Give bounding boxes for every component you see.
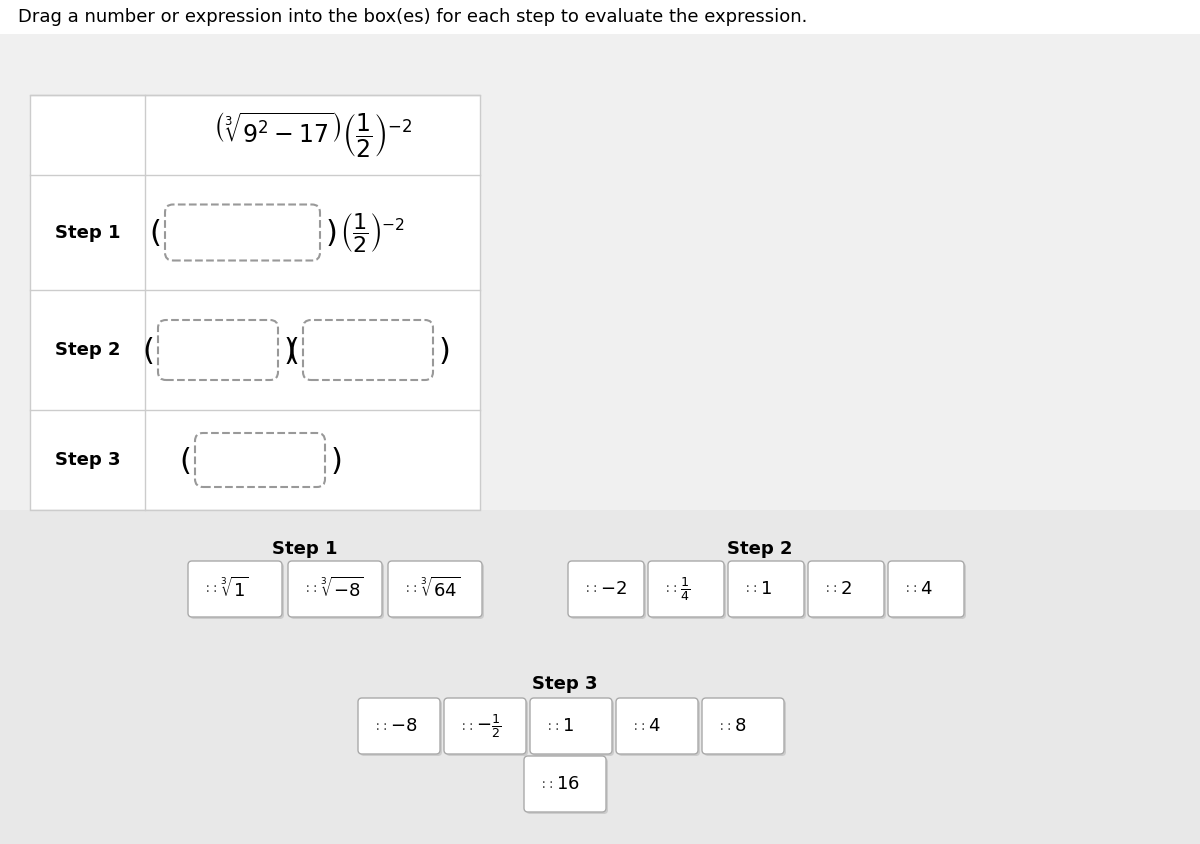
FancyBboxPatch shape xyxy=(288,561,382,617)
FancyBboxPatch shape xyxy=(188,561,282,617)
Text: $\left(\sqrt[3]{9^2 - 17}\right)\left(\dfrac{1}{2}\right)^{-2}$: $\left(\sqrt[3]{9^2 - 17}\right)\left(\d… xyxy=(212,111,413,160)
FancyBboxPatch shape xyxy=(728,561,804,617)
FancyBboxPatch shape xyxy=(0,0,1200,34)
FancyBboxPatch shape xyxy=(888,561,964,617)
Text: $-\frac{1}{2}$: $-\frac{1}{2}$ xyxy=(476,712,502,740)
Text: $)$: $)$ xyxy=(330,445,341,475)
Text: $($: $($ xyxy=(149,217,160,248)
FancyBboxPatch shape xyxy=(808,561,884,617)
Text: $\frac{1}{4}$: $\frac{1}{4}$ xyxy=(680,575,690,603)
Text: $($: $($ xyxy=(142,334,154,365)
FancyBboxPatch shape xyxy=(358,698,440,754)
Text: $1$: $1$ xyxy=(760,580,772,598)
Text: ::: :: xyxy=(204,582,220,596)
Text: Drag a number or expression into the box(es) for each step to evaluate the expre: Drag a number or expression into the box… xyxy=(18,8,808,26)
Text: Step 1: Step 1 xyxy=(55,224,121,241)
Text: Step 3: Step 3 xyxy=(533,675,598,693)
Text: $-8$: $-8$ xyxy=(390,717,418,735)
Text: $)$: $)$ xyxy=(325,217,336,248)
FancyBboxPatch shape xyxy=(704,700,786,756)
Text: $2$: $2$ xyxy=(840,580,852,598)
Text: Step 2: Step 2 xyxy=(727,540,793,558)
Text: Step 2: Step 2 xyxy=(55,341,121,359)
FancyBboxPatch shape xyxy=(360,700,442,756)
FancyBboxPatch shape xyxy=(444,698,526,754)
Text: ::: :: xyxy=(718,719,733,733)
Text: $1$: $1$ xyxy=(562,717,574,735)
FancyBboxPatch shape xyxy=(158,320,278,380)
Text: $8$: $8$ xyxy=(734,717,746,735)
Text: ::: :: xyxy=(664,582,679,596)
Text: ::: :: xyxy=(404,582,419,596)
FancyBboxPatch shape xyxy=(618,700,700,756)
FancyBboxPatch shape xyxy=(616,698,698,754)
Text: ::: :: xyxy=(460,719,475,733)
FancyBboxPatch shape xyxy=(190,563,284,619)
FancyBboxPatch shape xyxy=(388,561,482,617)
FancyBboxPatch shape xyxy=(570,563,646,619)
Text: $\sqrt[3]{-8}$: $\sqrt[3]{-8}$ xyxy=(320,577,364,601)
Text: ::: :: xyxy=(744,582,760,596)
FancyBboxPatch shape xyxy=(390,563,484,619)
Text: Step 1: Step 1 xyxy=(272,540,337,558)
Text: ::: :: xyxy=(304,582,319,596)
FancyBboxPatch shape xyxy=(730,563,806,619)
Text: $\sqrt[3]{64}$: $\sqrt[3]{64}$ xyxy=(420,577,461,601)
Text: $-2$: $-2$ xyxy=(600,580,626,598)
Text: $($: $($ xyxy=(179,445,190,475)
FancyBboxPatch shape xyxy=(524,756,606,812)
FancyBboxPatch shape xyxy=(194,433,325,487)
FancyBboxPatch shape xyxy=(526,758,608,814)
Text: ::: :: xyxy=(632,719,647,733)
Text: $4$: $4$ xyxy=(648,717,660,735)
Bar xyxy=(30,95,480,510)
FancyBboxPatch shape xyxy=(532,700,614,756)
Text: ::: :: xyxy=(374,719,389,733)
FancyBboxPatch shape xyxy=(166,204,320,261)
Bar xyxy=(0,510,1200,844)
Text: ::: :: xyxy=(904,582,919,596)
FancyBboxPatch shape xyxy=(530,698,612,754)
Text: $\left(\dfrac{1}{2}\right)^{-2}$: $\left(\dfrac{1}{2}\right)^{-2}$ xyxy=(340,211,406,254)
FancyBboxPatch shape xyxy=(648,561,724,617)
Text: ::: :: xyxy=(824,582,839,596)
FancyBboxPatch shape xyxy=(810,563,886,619)
FancyBboxPatch shape xyxy=(446,700,528,756)
FancyBboxPatch shape xyxy=(290,563,384,619)
Text: $($: $($ xyxy=(287,334,298,365)
Text: ::: :: xyxy=(540,777,554,791)
Text: ::: :: xyxy=(546,719,562,733)
FancyBboxPatch shape xyxy=(890,563,966,619)
FancyBboxPatch shape xyxy=(302,320,433,380)
FancyBboxPatch shape xyxy=(568,561,644,617)
Text: $)$: $)$ xyxy=(283,334,294,365)
Text: $)$: $)$ xyxy=(438,334,449,365)
FancyBboxPatch shape xyxy=(650,563,726,619)
Text: Step 3: Step 3 xyxy=(55,451,121,469)
FancyBboxPatch shape xyxy=(702,698,784,754)
Text: ::: :: xyxy=(584,582,599,596)
Text: $\sqrt[3]{1}$: $\sqrt[3]{1}$ xyxy=(220,577,248,601)
Text: $4$: $4$ xyxy=(920,580,932,598)
Text: $16$: $16$ xyxy=(556,775,580,793)
